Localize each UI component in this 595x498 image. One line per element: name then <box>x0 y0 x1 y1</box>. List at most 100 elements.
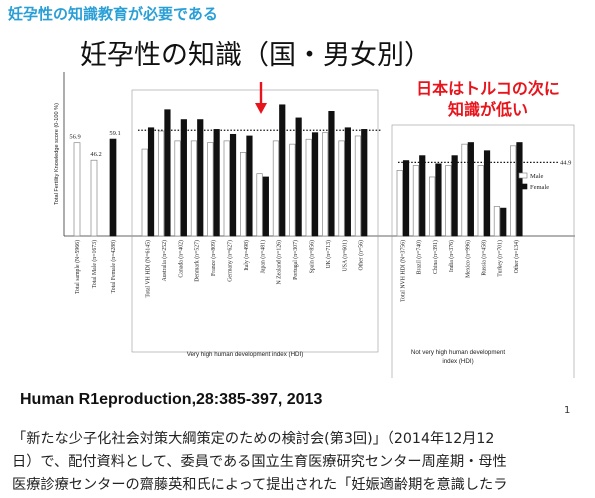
group1-tick-label-8: Japan (n=481) <box>259 240 266 273</box>
group1-female-bar-10 <box>295 117 302 237</box>
caption-line-1: 「新たな少子化社会対策大綱策定のための検討会(第3回)」（2014年12月12 <box>12 431 495 447</box>
group1-male-bar-1 <box>141 148 148 237</box>
group2-male-bar-1 <box>396 170 403 237</box>
group1-female-bar-2 <box>164 109 171 237</box>
group1-male-bar-2 <box>158 130 165 237</box>
group1-tick-label-2: Australia (n=252) <box>161 240 168 281</box>
group1-male-bar-13 <box>338 140 345 237</box>
group1-female-bar-14 <box>361 129 368 237</box>
group2-tick-label-2: Brazil (n=740) <box>416 240 423 274</box>
group1-female-bar-13 <box>344 127 351 237</box>
group1-tick-label-10: Portugal (n=307) <box>292 240 299 280</box>
group2-tick-label-6: Russia (n=458) <box>481 240 488 276</box>
group1-male-bar-5 <box>207 142 214 237</box>
group2-male-bar-6 <box>477 165 484 237</box>
group1-male-bar-9 <box>272 140 280 237</box>
total-value-label-3: 59.1 <box>109 130 120 137</box>
group2-female-bar-5 <box>467 142 474 237</box>
group1-tick-label-1: Total VH HDI (N=6145) <box>145 240 152 298</box>
group1-tick-label-6: Germany (n=627) <box>227 240 234 282</box>
group1-male-bar-6 <box>223 140 230 237</box>
total-bar-3 <box>109 138 117 237</box>
group-frame-2 <box>391 124 575 378</box>
group2-female-bar-7 <box>500 207 507 237</box>
group-label-2-line-2: index (HDI) <box>442 358 473 365</box>
arrow-down-icon <box>255 103 267 114</box>
group2-male-bar-5 <box>461 143 468 237</box>
total-tick-label-1: Total sample (N=5966) <box>74 240 81 294</box>
caption-line-2: 日）で、配付資料として、委員である国立生育医療研究センター周産期・母性 <box>12 454 507 470</box>
group2-female-bar-2 <box>419 155 426 237</box>
caption: 「新たな少子化社会対策大綱策定のための検討会(第3回)」（2014年12月12 … <box>12 428 592 497</box>
group1-female-bar-3 <box>180 119 187 237</box>
group1-tick-label-3: Canada (n=402) <box>177 240 184 278</box>
group2-tick-label-3: China (n=391) <box>432 240 439 274</box>
group-frame-1 <box>131 89 379 353</box>
group1-female-bar-9 <box>279 104 286 237</box>
callout-line-2: 知識が低い <box>447 100 528 119</box>
group2-female-bar-6 <box>483 150 491 237</box>
legend-label-female: Female <box>530 184 549 191</box>
group-reference-label-2: 44.9 <box>560 159 571 166</box>
group2-male-bar-2 <box>412 165 420 237</box>
group1-male-bar-10 <box>289 143 296 237</box>
y-axis-label: Total Fertility Knowledge score (0-100 %… <box>54 103 60 205</box>
total-tick-label-3: Total Female (n=4288) <box>110 240 117 293</box>
caption-line-3: 医療診療センターの齋藤英和氏によって提出された「妊娠適齢期を意識したラ <box>12 477 508 493</box>
slide-header: 妊孕性の知識教育が必要である <box>8 5 218 23</box>
group2-male-bar-8 <box>510 145 517 237</box>
legend-label-male: Male <box>530 173 543 180</box>
total-bar-1 <box>73 142 81 237</box>
group2-tick-label-8: Other (n=134) <box>513 240 520 273</box>
group1-male-bar-4 <box>190 140 198 237</box>
group1-female-bar-6 <box>229 133 237 237</box>
group1-female-bar-8 <box>262 176 269 237</box>
fertility-knowledge-chart: Total Fertility Knowledge score (0-100 %… <box>54 72 575 378</box>
page-number: 1 <box>564 405 571 416</box>
group1-tick-label-9: N Zealand (n=126) <box>276 240 283 285</box>
callout-line-1: 日本はトルコの次に <box>416 79 560 98</box>
group1-male-bar-12 <box>322 132 329 237</box>
group2-tick-label-1: Total NVH HDI (N=3756) <box>400 240 407 302</box>
group2-female-bar-3 <box>435 163 442 237</box>
group1-tick-label-13: USA (n=601) <box>341 240 348 272</box>
group1-tick-label-12: UK (n=713) <box>325 240 332 269</box>
total-tick-label-2: Total Male (n=1673) <box>91 240 98 288</box>
group1-female-bar-7 <box>246 135 253 237</box>
citation: Human R1eproduction,28:385-397, 2013 <box>20 391 323 408</box>
group1-tick-label-11: Spain (n=856) <box>309 240 316 273</box>
group1-male-bar-8 <box>256 173 263 237</box>
group-label-1: Very high human development index (HDI) <box>187 351 304 358</box>
group1-tick-label-7: Italy (n=498) <box>243 240 250 271</box>
slide: 妊孕性の知識教育が必要である 妊孕性の知識（国・男女別） Total Ferti… <box>0 0 595 378</box>
group1-female-bar-12 <box>328 111 335 237</box>
total-value-label-1: 56.9 <box>69 134 80 141</box>
group1-female-bar-1 <box>147 127 155 237</box>
slide-title: 妊孕性の知識（国・男女別） <box>80 40 431 71</box>
group-label-2-line-1: Not very high human development <box>411 349 506 356</box>
total-bar-2 <box>90 159 98 237</box>
group1-tick-label-14: Other (n=56) <box>358 240 365 271</box>
legend-swatch-male <box>518 172 528 179</box>
group1-male-bar-11 <box>305 138 312 237</box>
group2-tick-label-5: Mexico (n=996) <box>464 240 471 278</box>
group2-male-bar-4 <box>445 165 452 237</box>
group1-tick-label-5: France (n=809) <box>210 240 217 276</box>
group1-female-bar-5 <box>213 129 220 237</box>
group2-male-bar-3 <box>429 176 436 237</box>
header-strip <box>0 0 595 24</box>
group1-male-bar-3 <box>174 140 181 237</box>
group2-tick-label-7: Turkey (n=701) <box>497 240 504 277</box>
group1-male-bar-14 <box>354 135 362 237</box>
group2-female-bar-1 <box>402 160 410 237</box>
group1-female-bar-4 <box>197 119 204 237</box>
group2-male-bar-7 <box>493 206 501 237</box>
group1-tick-label-4: Denmark (n=527) <box>194 240 201 282</box>
group1-female-bar-11 <box>311 132 319 237</box>
group2-female-bar-4 <box>451 155 458 237</box>
total-value-label-2: 46.2 <box>90 151 101 158</box>
group1-male-bar-7 <box>240 152 247 237</box>
group2-tick-label-4: India (n=376) <box>448 240 455 272</box>
callout: 日本はトルコの次に 知識が低い <box>388 78 588 120</box>
legend-swatch-female <box>518 183 528 190</box>
